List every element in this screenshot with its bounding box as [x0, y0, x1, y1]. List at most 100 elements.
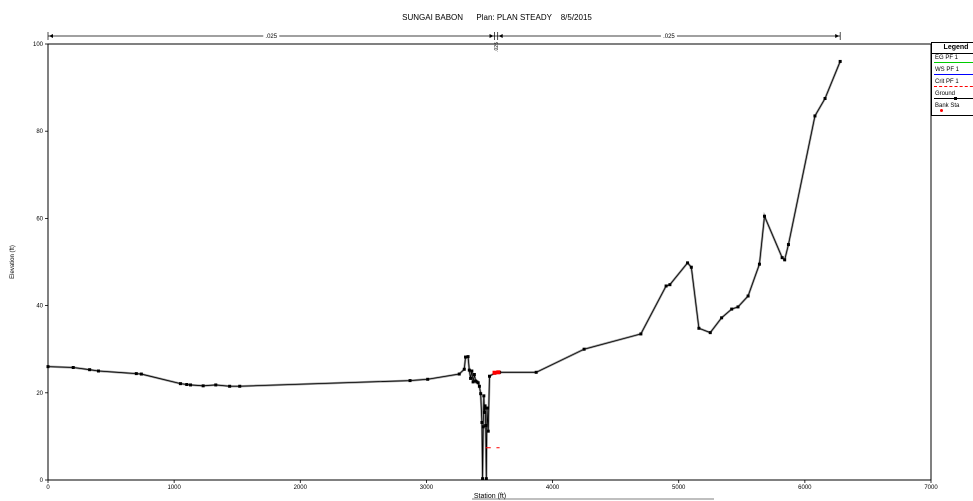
x-tick-label: 5000	[672, 485, 686, 491]
plot-area	[46, 59, 842, 481]
legend-swatch	[934, 97, 973, 100]
ground-point	[457, 372, 461, 376]
x-tick-label: 1000	[167, 485, 181, 491]
ground-point	[762, 214, 766, 218]
manning-n-bar: .025 .025 .025	[47, 32, 841, 52]
manning-arrow-left	[49, 34, 53, 38]
ground-point	[664, 284, 668, 288]
manning-n-label: .025	[494, 42, 500, 52]
ground-point	[408, 379, 412, 383]
ground-point	[46, 365, 50, 369]
ground-point	[96, 369, 100, 373]
manning-arrow-left	[498, 34, 503, 38]
ground-point	[426, 377, 430, 381]
y-tick-label: 40	[36, 304, 43, 310]
x-tick-label: 4000	[546, 485, 560, 491]
ground-point	[201, 384, 205, 388]
ground-point	[88, 368, 92, 372]
legend-marker	[954, 97, 957, 100]
ground-point	[477, 384, 481, 388]
ground-point	[484, 477, 488, 481]
legend-label: WS PF 1	[935, 67, 960, 73]
ground-point	[484, 424, 488, 427]
ground-point	[479, 392, 483, 396]
manning-label-bg	[660, 33, 677, 39]
bank-station-point	[492, 370, 497, 375]
ground-point	[228, 384, 232, 388]
ground-point	[469, 376, 473, 380]
legend-label: Bank Sta	[935, 103, 960, 109]
ground-point	[481, 477, 485, 481]
manning-arrow-right	[489, 34, 494, 38]
legend-title: Legend	[932, 43, 973, 54]
x-tick-label: 2000	[294, 485, 308, 491]
ground-shade-line	[47, 61, 842, 479]
ground-point	[486, 429, 490, 433]
ground-point	[485, 406, 489, 410]
legend-swatch	[940, 109, 943, 112]
y-axis: 0 20 40 60 80 100	[33, 42, 48, 484]
ground-point	[746, 294, 750, 298]
y-axis-label: Elevation (ft)	[10, 245, 16, 279]
legend-swatch	[934, 86, 973, 87]
ground-point	[471, 380, 475, 384]
ground-point	[470, 369, 474, 373]
ground-point	[464, 355, 468, 359]
x-tick-label: 6000	[798, 485, 812, 491]
ground-point	[823, 97, 827, 100]
legend-swatch	[934, 74, 973, 75]
ground-point	[476, 381, 480, 385]
legend-label: Ground	[935, 91, 956, 97]
legend-item: Crit PF 1	[932, 78, 973, 90]
ground-point	[708, 331, 712, 335]
ground-point	[480, 420, 484, 424]
ground-point	[462, 367, 466, 371]
manning-n-label: .025	[265, 34, 277, 40]
ground-point	[838, 59, 842, 63]
legend-label: Crit PF 1	[935, 79, 959, 85]
plot-frame	[47, 43, 932, 481]
ground-point	[639, 332, 643, 336]
manning-label-bg	[263, 33, 280, 39]
ground-point	[139, 372, 143, 376]
x-tick-label: 0	[46, 485, 50, 491]
bank-station-point	[496, 370, 501, 375]
ground-point	[697, 326, 701, 330]
y-tick-label: 60	[36, 216, 43, 222]
ground-point	[466, 355, 470, 359]
y-tick-label: 20	[36, 391, 43, 397]
ground-point	[483, 404, 487, 408]
legend-item: Bank Sta	[932, 102, 973, 114]
ground-point	[481, 425, 485, 429]
x-axis-label: Station (ft)	[474, 493, 506, 500]
ground-point	[720, 316, 724, 320]
ground-point	[134, 372, 138, 376]
x-axis: 0 1000 2000 3000 4000 5000 6000 7000	[46, 480, 938, 491]
y-tick-label: 80	[36, 129, 43, 135]
ground-point	[71, 366, 75, 370]
ground-point	[178, 382, 182, 386]
ground-point	[467, 368, 471, 372]
chart-title: SUNGAI BABON Plan: PLAN STEADY 8/5/2015	[402, 13, 592, 22]
legend-item: EG PF 1	[932, 54, 973, 66]
ground-point	[582, 347, 586, 351]
legend-item: Ground	[932, 90, 973, 102]
ground-point	[185, 383, 189, 387]
x-tick-label: 7000	[924, 485, 938, 491]
y-tick-label: 0	[40, 478, 44, 484]
ground-point	[736, 305, 740, 309]
ground-point	[189, 383, 193, 387]
ground-point	[482, 394, 486, 398]
ground-point	[689, 265, 693, 269]
legend-swatch	[934, 62, 973, 63]
manning-arrow-right	[835, 34, 840, 38]
ground-point	[238, 384, 242, 388]
manning-n-label: .025	[663, 34, 675, 40]
legend: Legend EG PF 1 WS PF 1 Crit PF 1 Ground Bank…	[931, 42, 973, 116]
ground-point	[472, 372, 476, 376]
ground-line	[47, 61, 841, 479]
ground-point	[757, 262, 761, 266]
x-tick-label: 3000	[420, 485, 434, 491]
ground-point	[534, 370, 538, 374]
